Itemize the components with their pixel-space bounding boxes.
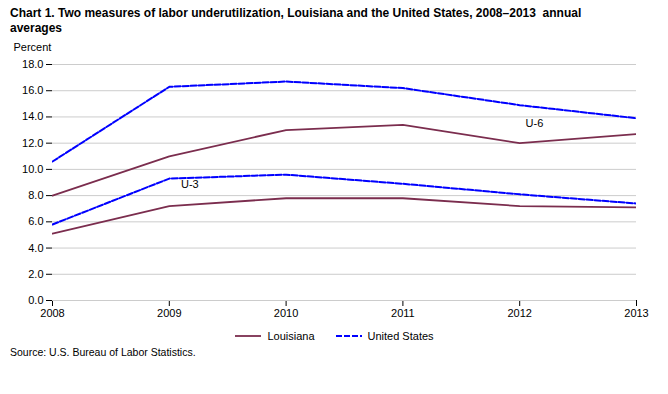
html-text:Source: U.S. Bureau of Labor S: Source: U.S. Bureau of Labor Statistics. — [10, 346, 196, 358]
svg-text:2009: 2009 — [157, 307, 181, 319]
svg-text:10.0: 10.0 — [22, 163, 43, 175]
svg-text:2.0: 2.0 — [28, 268, 43, 280]
html-text:Chart 1. Two measures of labor: Chart 1. Two measures of labor underutil… — [10, 6, 582, 35]
svg-text:0.0: 0.0 — [28, 294, 43, 306]
svg-text:12.0: 12.0 — [22, 137, 43, 149]
svg-text:U-3: U-3 — [181, 178, 199, 190]
svg-text:2008: 2008 — [40, 307, 64, 319]
svg-text:2011: 2011 — [391, 307, 415, 319]
svg-text:8.0: 8.0 — [28, 189, 43, 201]
svg-text:6.0: 6.0 — [28, 215, 43, 227]
svg-text:14.0: 14.0 — [22, 110, 43, 122]
svg-text:18.0: 18.0 — [22, 58, 43, 70]
svg-text:U-6: U-6 — [526, 117, 544, 129]
svg-text:2012: 2012 — [507, 307, 531, 319]
svg-text:Percent: Percent — [14, 41, 52, 53]
svg-text:16.0: 16.0 — [22, 84, 43, 96]
svg-text:2013: 2013 — [624, 307, 648, 319]
svg-text:2010: 2010 — [274, 307, 298, 319]
html-text:United States: United States — [367, 330, 434, 342]
html-text:Louisiana: Louisiana — [267, 330, 315, 342]
svg-text:4.0: 4.0 — [28, 242, 43, 254]
